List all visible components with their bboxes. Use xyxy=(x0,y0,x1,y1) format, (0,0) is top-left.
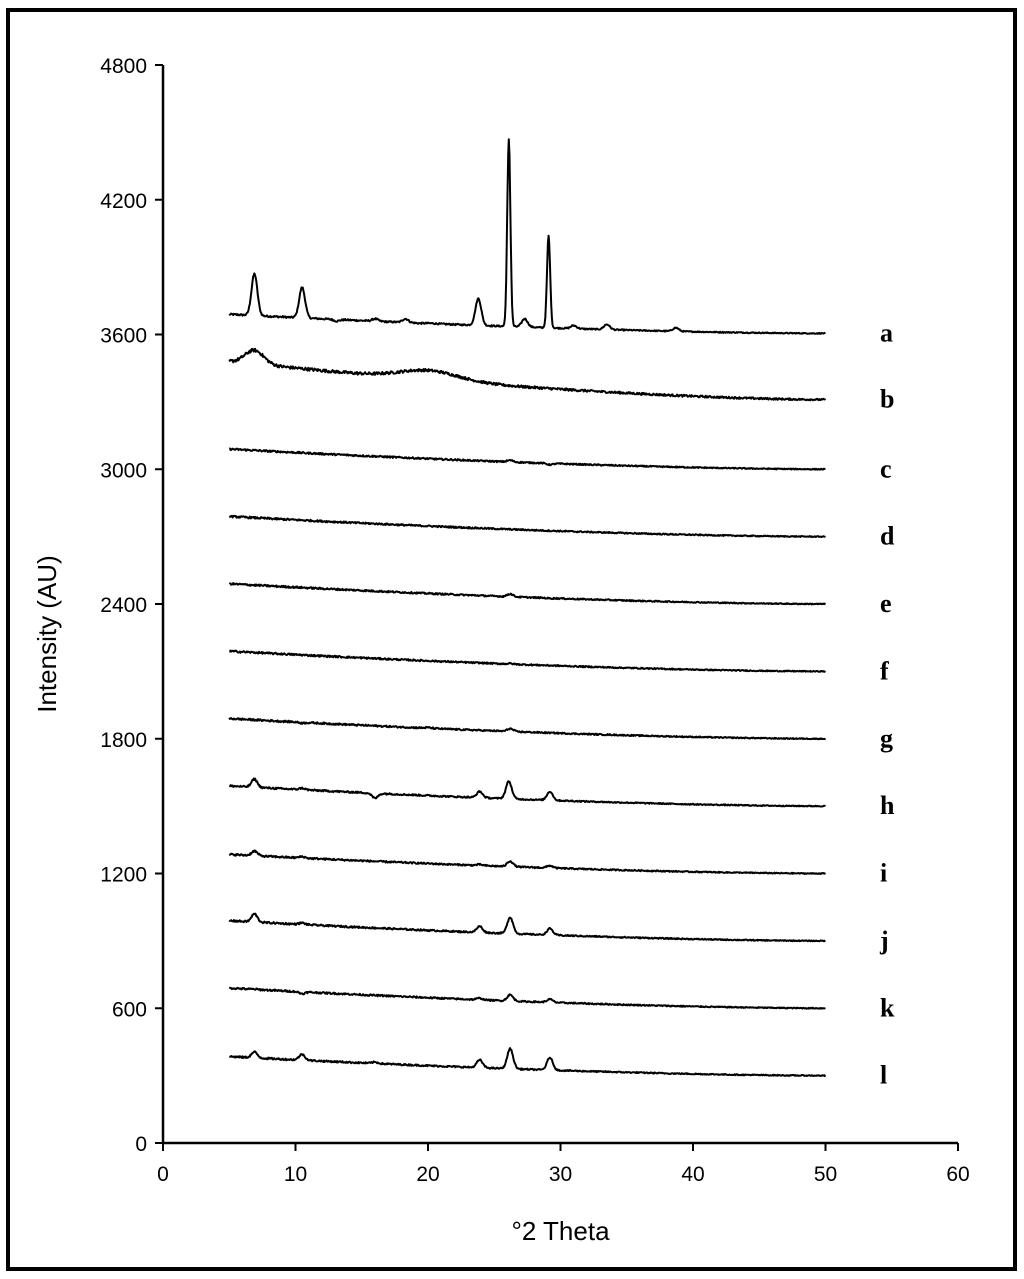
x-tick-label: 40 xyxy=(681,1163,704,1186)
series-e-pattern xyxy=(228,582,827,606)
y-tick-label: 600 xyxy=(112,998,147,1021)
series-label-a: a xyxy=(880,318,893,347)
x-axis-ticks: 0 10 20 30 40 50 60 xyxy=(157,1143,970,1186)
y-axis-ticks: 0 600 1200 1800 2400 3000 3600 4200 4800 xyxy=(100,55,163,1156)
y-tick-label: 3000 xyxy=(100,459,147,482)
y-tick-label: 4800 xyxy=(100,55,147,78)
chart-frame xyxy=(6,8,1017,1271)
y-tick-label: 1800 xyxy=(100,729,147,752)
series-a-pattern xyxy=(228,138,826,335)
series-label-k: k xyxy=(880,993,895,1022)
x-tick-label: 50 xyxy=(814,1163,837,1186)
series-labels: a b c d e f g h i j k l xyxy=(879,318,895,1089)
x-tick-label: 0 xyxy=(157,1163,169,1186)
series-d-pattern xyxy=(228,514,826,538)
series-i-pattern xyxy=(228,849,826,875)
x-tick-label: 10 xyxy=(284,1163,307,1186)
series-label-i: i xyxy=(880,859,887,888)
x-tick-label: 20 xyxy=(416,1163,439,1186)
series-b-pattern xyxy=(228,347,827,402)
plot-series xyxy=(228,138,827,1077)
series-label-g: g xyxy=(880,724,893,753)
series-label-c: c xyxy=(880,454,892,483)
series-label-f: f xyxy=(880,656,889,685)
y-tick-label: 4200 xyxy=(100,190,147,213)
series-k-pattern xyxy=(228,986,826,1010)
y-tick-label: 1200 xyxy=(100,864,147,887)
series-label-l: l xyxy=(880,1061,887,1090)
x-axis-title: °2 Theta xyxy=(511,1216,610,1246)
series-l-pattern xyxy=(228,1047,827,1077)
series-c-pattern xyxy=(228,447,826,471)
series-label-e: e xyxy=(880,589,892,618)
series-label-j: j xyxy=(879,926,889,955)
y-tick-label: 0 xyxy=(135,1133,147,1156)
series-h-pattern xyxy=(228,777,826,808)
series-j-pattern xyxy=(228,912,826,943)
series-label-d: d xyxy=(880,522,895,551)
series-label-b: b xyxy=(880,385,894,414)
series-g-pattern xyxy=(228,717,827,741)
y-axis-title: Intensity (AU) xyxy=(32,555,62,713)
x-tick-label: 30 xyxy=(549,1163,572,1186)
y-tick-label: 3600 xyxy=(100,325,147,348)
y-tick-label: 2400 xyxy=(100,594,147,617)
x-tick-label: 60 xyxy=(946,1163,969,1186)
series-f-pattern xyxy=(228,649,826,673)
series-label-h: h xyxy=(880,791,895,820)
